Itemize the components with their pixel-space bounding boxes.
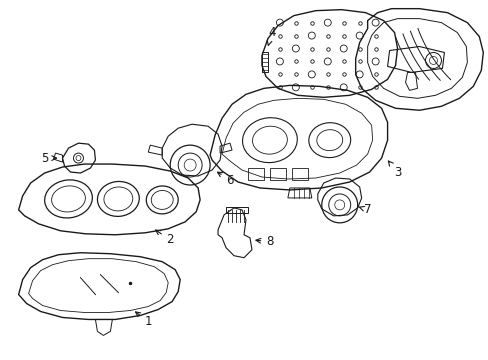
Text: 4: 4	[267, 26, 275, 45]
Text: 5: 5	[41, 152, 57, 165]
Text: 6: 6	[217, 172, 233, 186]
Text: 2: 2	[155, 230, 174, 246]
Text: 7: 7	[358, 203, 371, 216]
Text: 3: 3	[387, 161, 401, 179]
Text: 1: 1	[135, 312, 152, 328]
Text: 8: 8	[255, 235, 273, 248]
